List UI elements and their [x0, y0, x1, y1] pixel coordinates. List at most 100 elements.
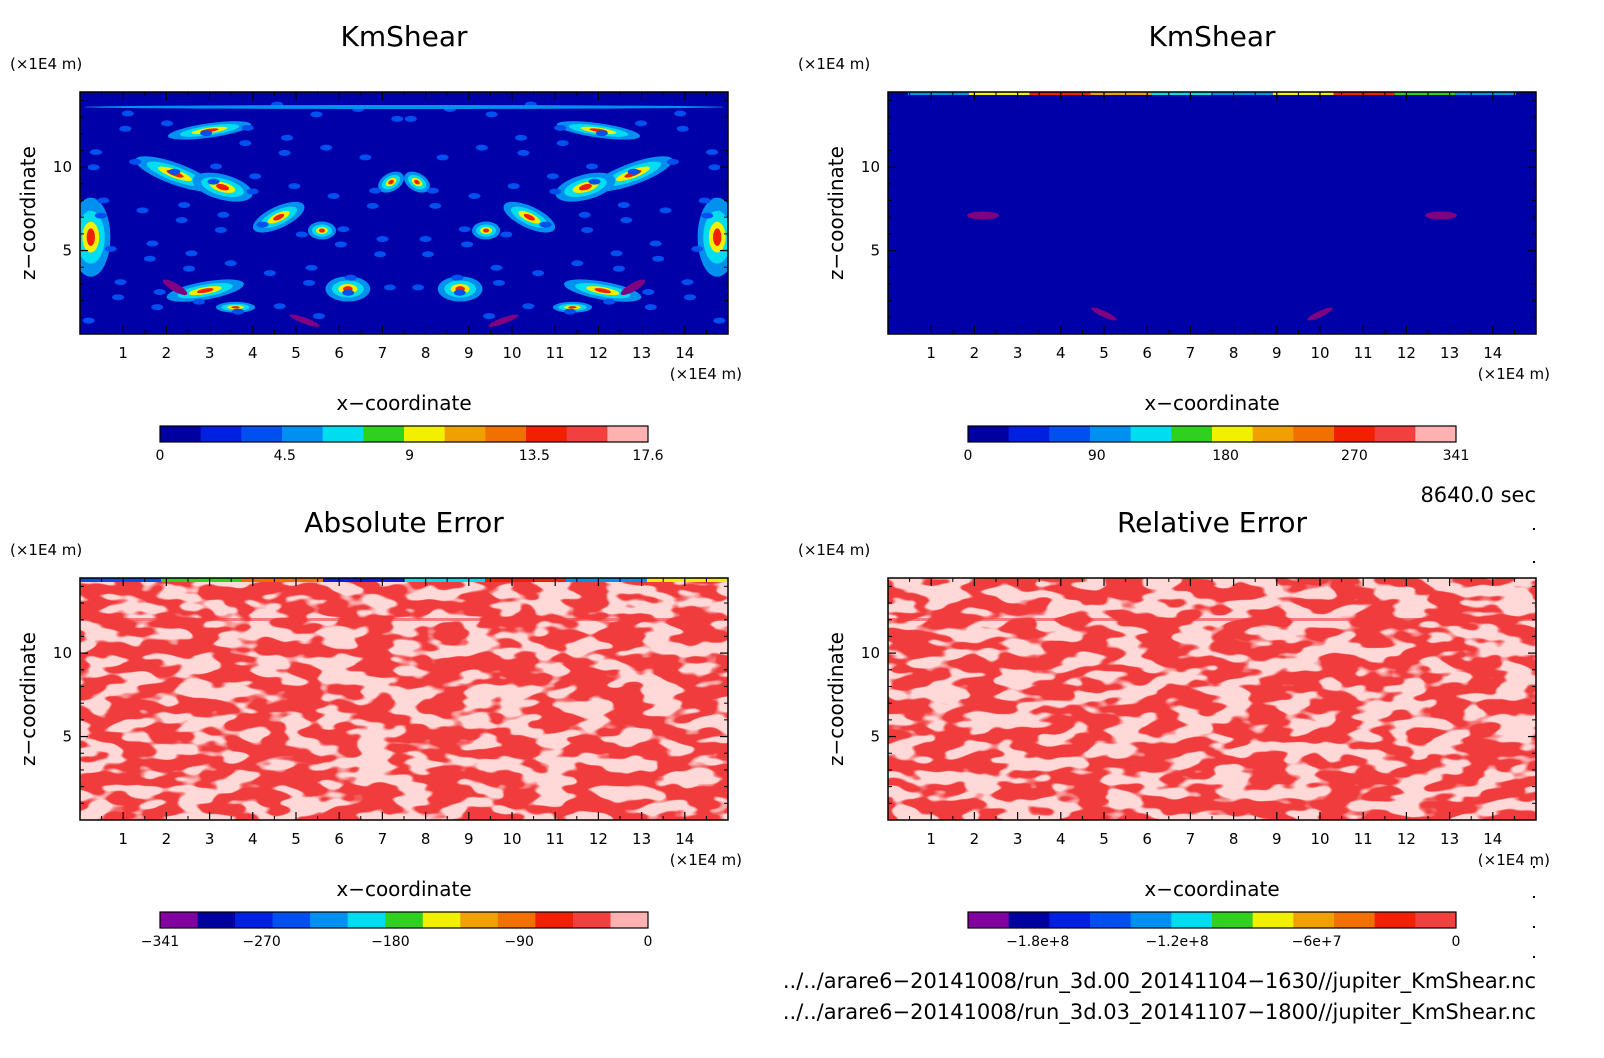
- field-blob: [136, 207, 149, 214]
- field-blob: [104, 245, 117, 252]
- colorbar-swatch: [1049, 912, 1091, 928]
- field-blob: [374, 251, 387, 258]
- field-blob: [421, 251, 434, 258]
- colorbar-swatch: [422, 912, 461, 928]
- x-tick-label: 12: [1397, 344, 1416, 362]
- field-blob: [461, 241, 474, 248]
- field-blob: [507, 183, 520, 190]
- field-blob: [121, 110, 134, 117]
- x-tick-label: 7: [378, 344, 388, 362]
- field-blob: [256, 221, 269, 228]
- field-blob: [344, 274, 357, 281]
- field-blob: [143, 255, 156, 262]
- colorbar-label: 9: [405, 448, 414, 464]
- field-strip: [1090, 92, 1152, 95]
- colorbar-swatch: [1171, 912, 1213, 928]
- field-blob: [492, 279, 505, 286]
- colorbar-label: 90: [1088, 448, 1106, 464]
- colorbar-swatch: [1293, 912, 1335, 928]
- heatmap-field: [80, 92, 728, 334]
- field-blob: [209, 163, 222, 170]
- colorbar-swatch: [1130, 426, 1172, 442]
- field-blob: [1424, 211, 1457, 220]
- field-blob: [556, 140, 569, 147]
- x-tick-label: 11: [1354, 830, 1373, 848]
- x-tick-label: 10: [1310, 830, 1329, 848]
- colorbar-swatch: [1008, 912, 1050, 928]
- colorbar-swatch: [1252, 426, 1294, 442]
- field-band: [888, 618, 1536, 621]
- x-unit-label: (×1E4 m): [670, 851, 742, 869]
- colorbar-swatch: [200, 426, 242, 442]
- field-blob: [178, 201, 191, 208]
- colorbar-swatch: [497, 912, 536, 928]
- x-axis-title: x−coordinate: [1144, 877, 1279, 901]
- field-blob: [468, 192, 481, 199]
- field-blob: [376, 236, 389, 243]
- y-tick-label: 5: [870, 728, 880, 746]
- field-blob: [642, 288, 655, 295]
- field-blob: [161, 120, 174, 127]
- field-blob: [485, 111, 498, 118]
- x-tick-label: 10: [502, 830, 521, 848]
- field-blob: [278, 149, 291, 156]
- field-blob: [231, 306, 240, 309]
- x-tick-label: 11: [546, 344, 565, 362]
- field-blob: [185, 250, 198, 257]
- x-tick-label: 6: [334, 344, 344, 362]
- x-tick-label: 10: [502, 344, 521, 362]
- field-blob: [1091, 307, 1117, 321]
- x-tick-label: 3: [1013, 344, 1023, 362]
- field-blob: [305, 264, 318, 271]
- x-tick-label: 2: [162, 830, 172, 848]
- colorbar-swatch: [1049, 426, 1091, 442]
- field-blob: [713, 228, 722, 246]
- field-blob: [310, 111, 323, 118]
- field-blob: [175, 217, 188, 224]
- field-blob: [581, 227, 594, 234]
- colorbar-swatch: [1293, 426, 1335, 442]
- colorbar-swatch: [385, 912, 424, 928]
- field-blob: [683, 294, 696, 301]
- separator-dots: [1533, 528, 1535, 958]
- x-tick-label: 13: [632, 344, 651, 362]
- y-unit-label: (×1E4 m): [798, 55, 870, 73]
- colorbar-label: 17.6: [632, 448, 663, 464]
- field-blob: [295, 231, 308, 238]
- field-blob: [312, 313, 325, 320]
- colorbar-swatch: [235, 912, 274, 928]
- field-blob: [239, 140, 252, 147]
- panel-title: Relative Error: [1117, 506, 1308, 539]
- field-blob: [146, 240, 159, 247]
- colorbar-swatch: [444, 426, 486, 442]
- field-strip: [1455, 92, 1516, 95]
- field-blob: [337, 226, 350, 233]
- field-blob: [359, 154, 372, 161]
- x-tick-label: 1: [926, 344, 936, 362]
- x-tick-label: 5: [291, 344, 301, 362]
- heatmap-field: [80, 578, 728, 820]
- panel-kmshear-left: KmShear (×1E4 m) 1 2 3 4 5 6 7 8 9 10 11 12 13 14510 …: [10, 20, 742, 464]
- x-tick-label: 1: [118, 830, 128, 848]
- x-tick-label: 4: [248, 344, 258, 362]
- field-blob: [192, 298, 205, 305]
- field-blob: [603, 298, 616, 305]
- colorbar-swatch: [460, 912, 499, 928]
- field-blob: [369, 187, 382, 194]
- field-strip: [1151, 92, 1212, 95]
- field-blob: [342, 289, 355, 296]
- field-blob: [273, 213, 285, 221]
- panel-absolute-error: Absolute Error (×1E4 m) 1 2 3 4 5 6 7 8 9 10 11 12 1…: [10, 506, 742, 950]
- field-blob: [429, 202, 442, 209]
- x-tick-label: 9: [1272, 344, 1282, 362]
- panel-kmshear-right: KmShear (×1E4 m) 1 2 3 4 5 6 7 8 9 10 11 12 13 14510 …: [798, 20, 1550, 464]
- field-pattern: [888, 578, 1536, 820]
- colorbar-swatch: [160, 426, 202, 442]
- field-blob: [168, 168, 181, 175]
- colorbar-swatch: [1008, 426, 1050, 442]
- dot: [1533, 956, 1535, 958]
- field-blob: [200, 130, 213, 137]
- x-tick-label: 9: [1272, 830, 1282, 848]
- x-tick-label: 5: [291, 830, 301, 848]
